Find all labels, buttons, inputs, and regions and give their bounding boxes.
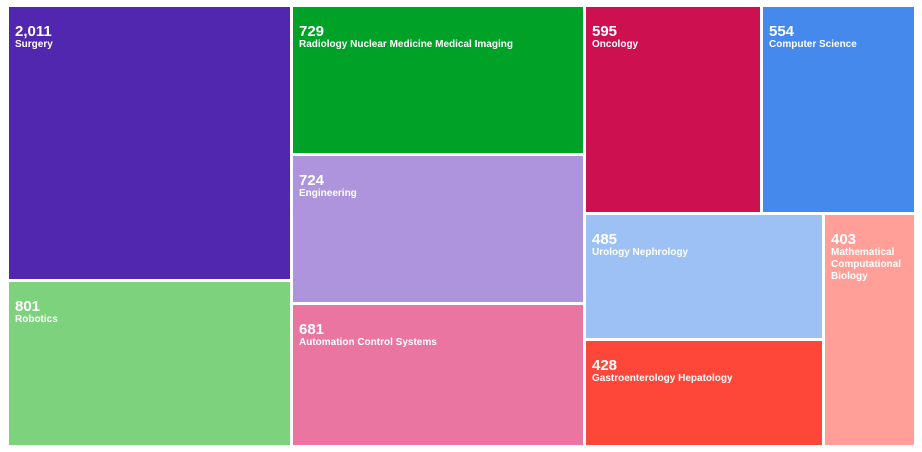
treemap-cell-automation-control-systems: 681 Automation Control Systems xyxy=(293,305,583,445)
treemap-cell-label: Automation Control Systems xyxy=(299,337,437,348)
treemap-cell-surgery: 2,011 Surgery xyxy=(9,7,290,279)
treemap-cell-radiology-nuclear-medicine-medical-imaging: 729 Radiology Nuclear Medicine Medical Im… xyxy=(293,7,583,153)
treemap-cell-value: 681 xyxy=(299,321,325,338)
treemap-cell-value: 403 xyxy=(831,231,857,248)
treemap-cell-label: Surgery xyxy=(15,39,53,50)
treemap-cell-label: Radiology Nuclear Medicine Medical Imagi… xyxy=(299,39,513,50)
treemap-cell-label: Urology Nephrology xyxy=(592,247,689,258)
treemap-cell-engineering: 724 Engineering xyxy=(293,156,583,302)
treemap-cell-label: Engineering xyxy=(299,188,357,199)
treemap-cell-label: Robotics xyxy=(15,314,58,325)
treemap-cell-value: 801 xyxy=(15,298,41,315)
treemap-cell-value: 729 xyxy=(299,23,325,40)
treemap-cell-robotics: 801 Robotics xyxy=(9,282,290,445)
treemap-cell-label: Mathematical Computational Biology xyxy=(831,247,901,282)
treemap-cell-value: 595 xyxy=(592,23,618,40)
treemap-cell-gastroenterology-hepatology: 428 Gastroenterology Hepatology xyxy=(586,341,822,445)
treemap-cell-value: 485 xyxy=(592,231,618,248)
treemap-cell-urology-nephrology: 485 Urology Nephrology xyxy=(586,215,822,338)
treemap-cell-value: 724 xyxy=(299,172,325,189)
treemap-cell-value: 428 xyxy=(592,357,618,374)
treemap-cell-label: Gastroenterology Hepatology xyxy=(592,373,733,384)
treemap-cell-mathematical-computational-biology: 403 Mathematical Computational Biology xyxy=(825,215,914,445)
treemap-cell-label: Oncology xyxy=(592,39,639,50)
treemap-cell-value: 554 xyxy=(769,23,795,40)
treemap-cell-computer-science: 554 Computer Science xyxy=(763,7,914,212)
treemap-cell-oncology: 595 Oncology xyxy=(586,7,760,212)
treemap-cell-value: 2,011 xyxy=(15,23,52,40)
treemap-cell-label: Computer Science xyxy=(769,39,857,50)
